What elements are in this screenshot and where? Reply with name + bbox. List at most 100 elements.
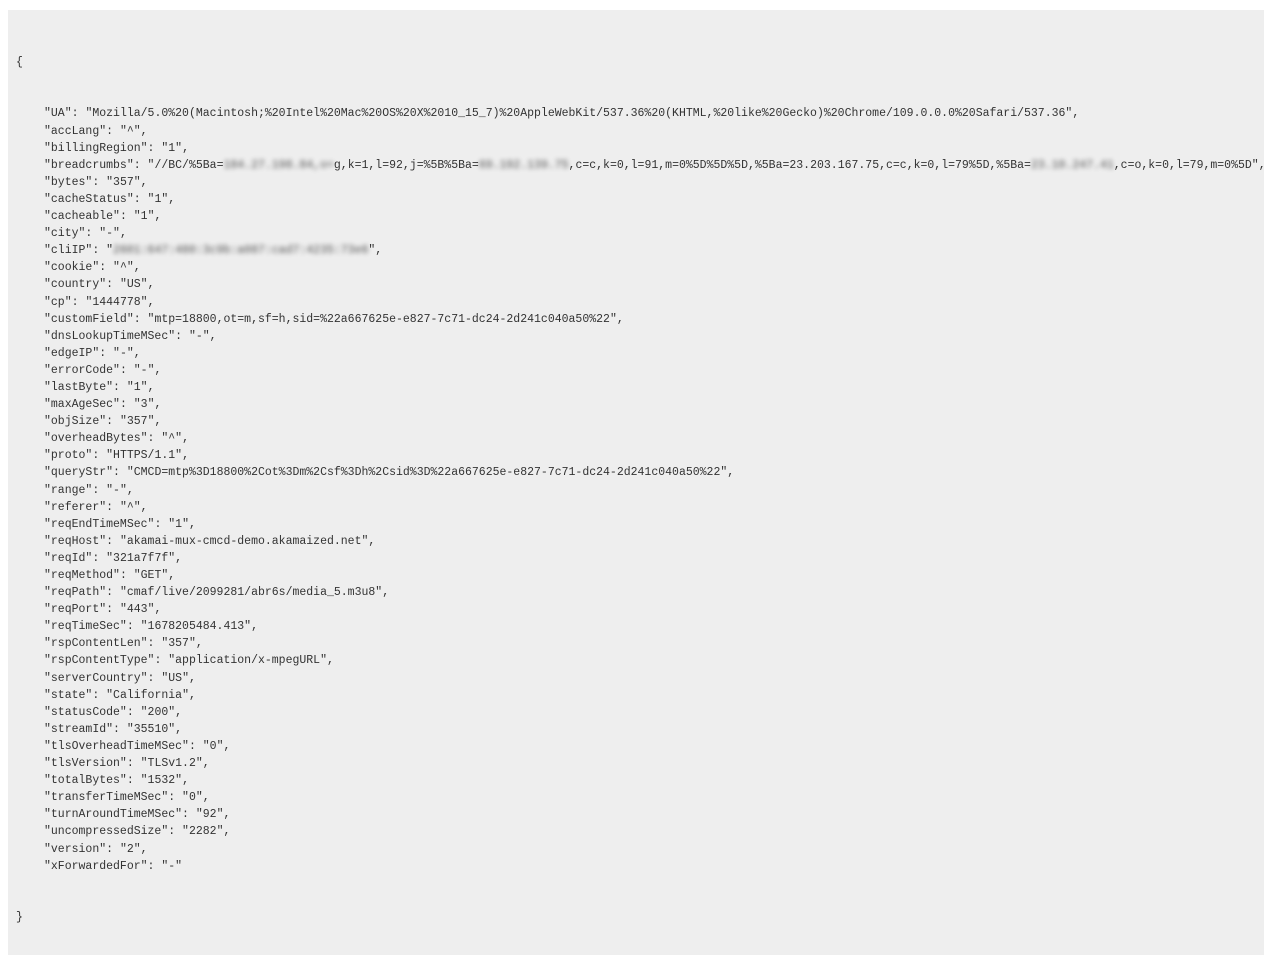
json-value: - (189, 330, 210, 343)
json-key: cacheable (44, 210, 120, 223)
json-entry: turnAroundTimeMSec: 92 (16, 806, 1256, 823)
json-comma (120, 227, 127, 240)
json-entry: cookie: ^ (16, 259, 1256, 276)
json-key: rspContentType (44, 654, 154, 667)
json-entries-container: UA: Mozilla/5.0%20(Macintosh;%20Intel%20… (16, 105, 1256, 874)
json-value: ^ (113, 261, 134, 274)
json-colon: : (182, 808, 196, 821)
json-comma (175, 706, 182, 719)
json-value: 200 (141, 706, 176, 719)
json-value: - (113, 347, 134, 360)
json-entry: reqPath: cmaf/live/2099281/abr6s/media_5… (16, 584, 1256, 601)
json-comma (182, 142, 189, 155)
json-comma (154, 398, 161, 411)
json-colon: : (113, 723, 127, 736)
json-entry: proto: HTTPS/1.1 (16, 447, 1256, 464)
json-entry: range: - (16, 482, 1256, 499)
json-key: totalBytes (44, 774, 127, 787)
json-colon: : (175, 330, 189, 343)
json-value: - (99, 227, 120, 240)
json-comma (382, 586, 389, 599)
json-comma (1072, 107, 1079, 120)
json-key: reqMethod (44, 569, 120, 582)
json-key: accLang (44, 125, 106, 138)
json-key: errorCode (44, 364, 120, 377)
json-entry: xForwardedFor: - (16, 858, 1256, 875)
json-entry: country: US (16, 276, 1256, 293)
json-colon: : (106, 586, 120, 599)
json-key: reqHost (44, 535, 106, 548)
json-key: uncompressedSize (44, 825, 168, 838)
json-key: reqPath (44, 586, 106, 599)
json-colon: : (134, 193, 148, 206)
json-key: bytes (44, 176, 92, 189)
json-colon: : (92, 449, 106, 462)
json-value: 0 (182, 791, 203, 804)
json-key: cp (44, 296, 72, 309)
json-key: billingRegion (44, 142, 148, 155)
json-entry: rspContentType: application/x-mpegURL (16, 652, 1256, 669)
json-key: reqPort (44, 603, 106, 616)
json-key: xForwardedFor (44, 860, 148, 873)
redacted-segment: 2601:647:480:3c9b:a087:cad7:4235:73e6 (113, 244, 368, 257)
json-key: state (44, 689, 92, 702)
json-comma (189, 672, 196, 685)
json-key: cacheStatus (44, 193, 134, 206)
json-colon: : (127, 757, 141, 770)
json-entry: edgeIP: - (16, 345, 1256, 362)
json-value: 1 (134, 210, 155, 223)
json-entry: cp: 1444778 (16, 294, 1256, 311)
json-entry: billingRegion: 1 (16, 140, 1256, 157)
json-key: city (44, 227, 85, 240)
json-key: reqTimeSec (44, 620, 127, 633)
json-value: Mozilla/5.0%20(Macintosh;%20Intel%20Mac%… (85, 107, 1072, 120)
json-colon: : (120, 364, 134, 377)
json-value: - (106, 484, 127, 497)
json-colon: : (120, 210, 134, 223)
json-entry: totalBytes: 1532 (16, 772, 1256, 789)
json-value: GET (134, 569, 169, 582)
json-key: dnsLookupTimeMSec (44, 330, 175, 343)
json-value: cmaf/live/2099281/abr6s/media_5.m3u8 (120, 586, 382, 599)
json-comma (1259, 159, 1264, 172)
json-comma (148, 381, 155, 394)
json-key: objSize (44, 415, 106, 428)
value-segment: ,c=o,k=0,l=79,m=0%5D (1114, 159, 1252, 172)
json-entry: reqId: 321a7f7f (16, 550, 1256, 567)
json-value: TLSv1.2 (141, 757, 203, 770)
json-key: UA (44, 107, 72, 120)
json-colon: : (148, 432, 162, 445)
value-segment: ,c=c,k=0,l=91,m=0%5D%5D%5D,%5Ba=23.203.1… (569, 159, 1031, 172)
json-value: - (134, 364, 155, 377)
json-entry: reqMethod: GET (16, 567, 1256, 584)
json-comma (203, 791, 210, 804)
json-value: California (106, 689, 189, 702)
json-colon: : (106, 125, 120, 138)
json-colon: : (127, 620, 141, 633)
json-key: overheadBytes (44, 432, 148, 445)
json-key: referer (44, 501, 106, 514)
json-key: proto (44, 449, 92, 462)
json-colon: : (127, 706, 141, 719)
json-colon: : (154, 518, 168, 531)
json-key: serverCountry (44, 672, 148, 685)
json-comma (154, 603, 161, 616)
json-value: ^ (120, 125, 141, 138)
json-entry: transferTimeMSec: 0 (16, 789, 1256, 806)
json-comma (168, 193, 175, 206)
json-entry: overheadBytes: ^ (16, 430, 1256, 447)
json-colon: : (99, 261, 113, 274)
json-comma (196, 637, 203, 650)
json-entry: reqHost: akamai-mux-cmcd-demo.akamaized.… (16, 533, 1256, 550)
json-comma (210, 330, 217, 343)
json-entry: version: 2 (16, 841, 1256, 858)
json-colon: : (92, 244, 106, 257)
json-entry: city: - (16, 225, 1256, 242)
json-comma (148, 296, 155, 309)
json-colon: : (134, 313, 148, 326)
json-value: 1444778 (85, 296, 147, 309)
json-key: statusCode (44, 706, 127, 719)
json-value: 2 (120, 843, 141, 856)
json-value: 2601:647:480:3c9b:a087:cad7:4235:73e6 (106, 244, 375, 257)
json-comma (141, 501, 148, 514)
